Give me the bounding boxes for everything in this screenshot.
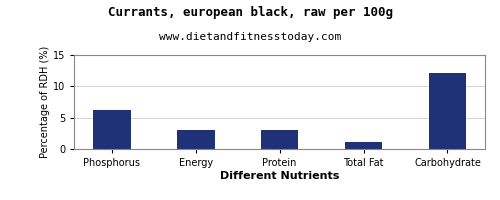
- Bar: [428, 73, 467, 149]
- Bar: [177, 130, 214, 149]
- Bar: [344, 142, 383, 149]
- Text: www.dietandfitnesstoday.com: www.dietandfitnesstoday.com: [159, 32, 341, 42]
- Bar: [260, 130, 298, 149]
- Bar: [93, 110, 130, 149]
- Y-axis label: Percentage of RDH (%): Percentage of RDH (%): [40, 46, 50, 158]
- Text: Currants, european black, raw per 100g: Currants, european black, raw per 100g: [108, 6, 393, 19]
- X-axis label: Different Nutrients: Different Nutrients: [220, 171, 340, 181]
